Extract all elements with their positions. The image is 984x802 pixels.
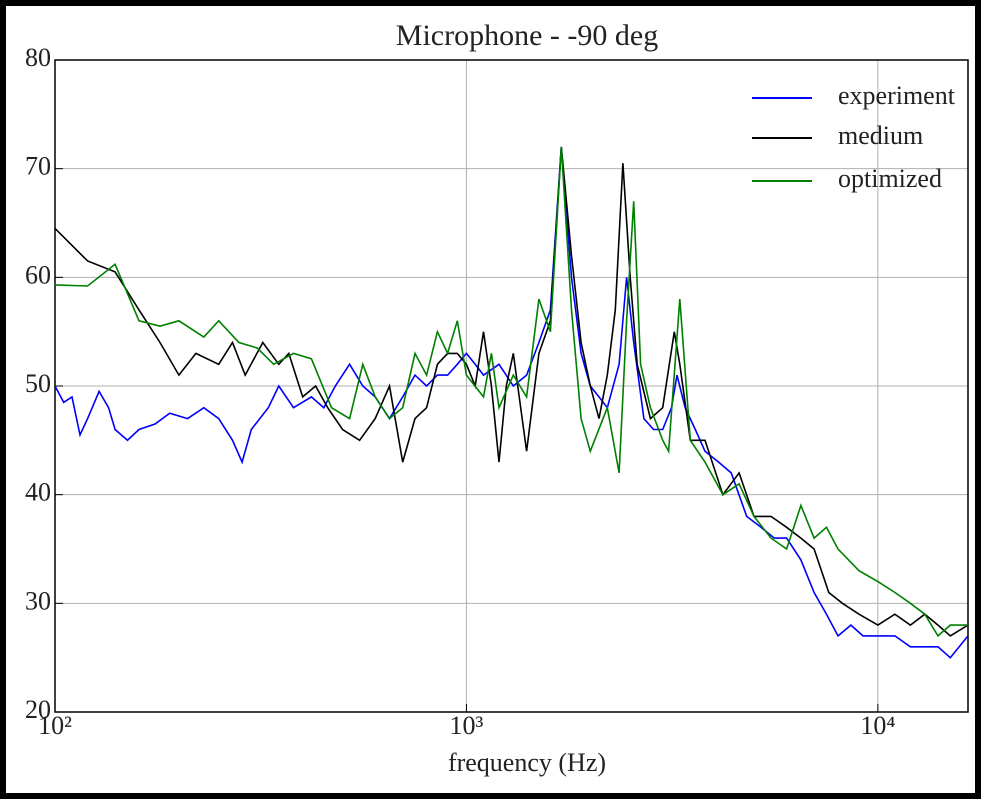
series-line [55,146,968,638]
x-axis-label: frequency (Hz) [448,748,606,777]
legend-label: experiment [838,81,956,110]
y-tick-label: 60 [25,260,51,289]
y-tick-label: 20 [25,695,51,724]
series-group [55,146,968,659]
series-line [55,146,968,637]
legend-label: medium [838,121,923,150]
y-tick-label: 40 [25,478,51,507]
y-tick-label: 80 [25,43,51,72]
figure: Microphone - -90 deg frequency (Hz) 20 30… [25,19,969,777]
x-tick-label: 10⁴ [860,711,895,740]
y-tick-label: 30 [25,586,51,615]
chart-title: Microphone - -90 deg [396,19,658,52]
legend-label: optimized [838,164,942,193]
y-tick-label: 50 [25,369,51,398]
y-tick-label: 70 [25,152,51,181]
x-tick-label: 10² [38,711,72,740]
x-tick-label: 10³ [450,711,484,740]
